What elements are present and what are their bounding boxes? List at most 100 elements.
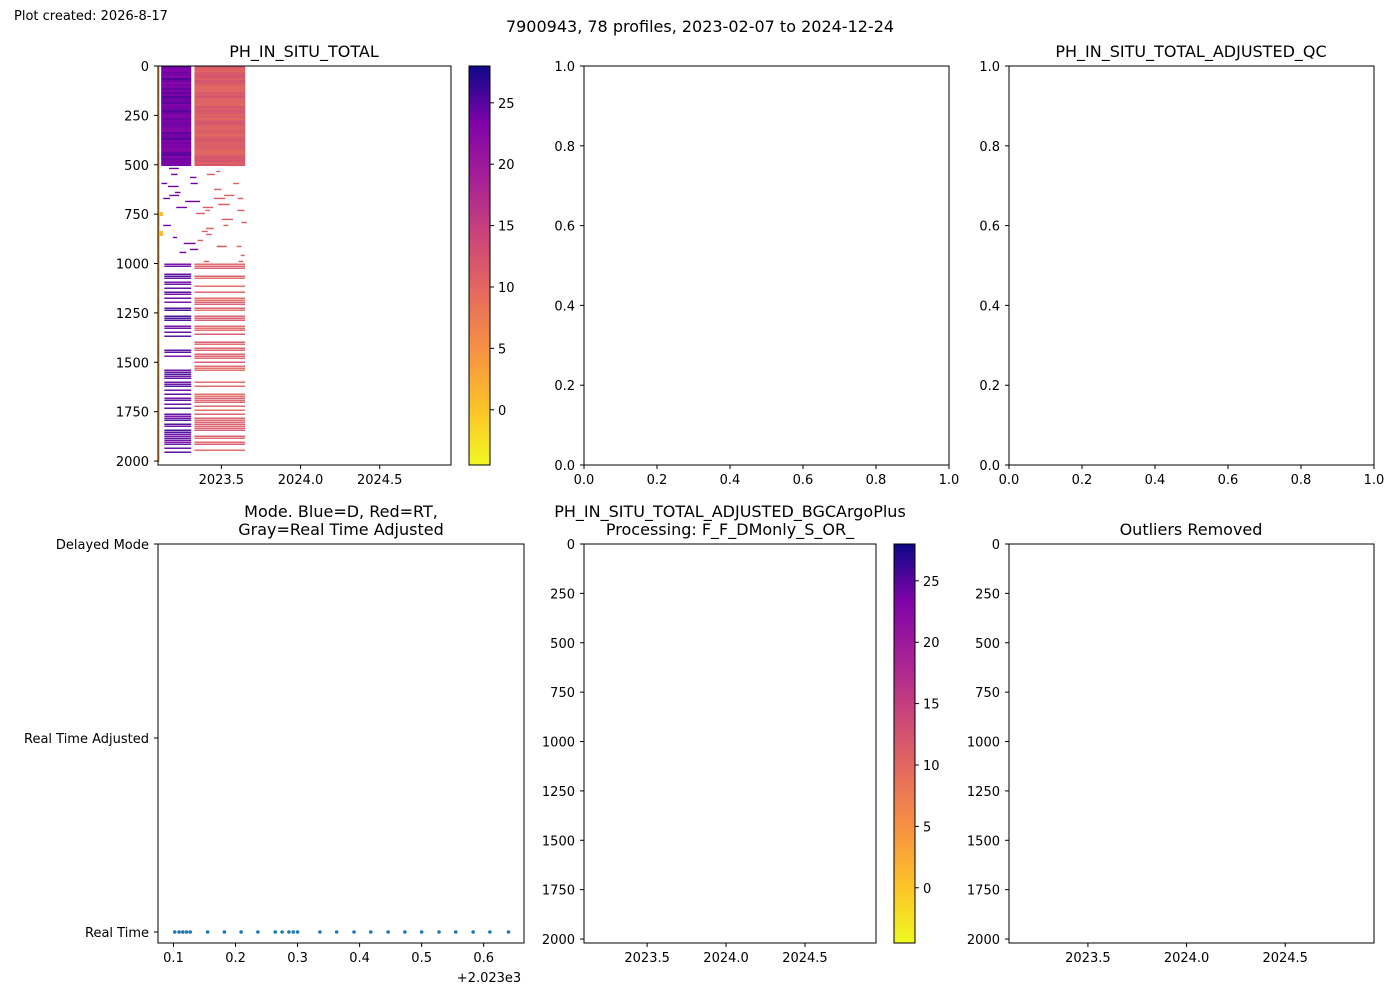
heatmap-cell	[158, 158, 160, 160]
colorbar-tick-label: 0	[498, 404, 506, 419]
x-axis-tick-label: 1.0	[1364, 473, 1385, 488]
y-axis-tick-label: 0.4	[554, 299, 575, 314]
heatmap-cell	[158, 342, 160, 344]
heatmap-cell	[158, 374, 160, 376]
heatmap-cell	[201, 230, 208, 233]
heatmap-cell	[176, 206, 187, 209]
heatmap-cell	[164, 403, 192, 405]
heatmap-cell	[158, 426, 160, 428]
mode-point	[352, 930, 356, 934]
heatmap-cell	[158, 152, 160, 154]
y-axis-tick-label: 250	[124, 109, 149, 124]
colorbar-tick-label: 15	[923, 698, 940, 713]
colorbar-tick-label: 20	[923, 636, 940, 651]
y-axis: 0.0 0.2 0.4 0.6 0.8 1.0	[979, 60, 1009, 474]
heatmap-cell	[194, 381, 246, 383]
heatmap-cell	[164, 291, 192, 293]
heatmap-cell	[164, 397, 192, 399]
heatmap-cell	[158, 124, 160, 126]
heatmap-cell	[158, 406, 160, 408]
heatmap-cell	[194, 142, 246, 144]
axes-frame	[583, 543, 877, 944]
heatmap-cell	[161, 102, 192, 104]
heatmap-cell	[194, 160, 246, 162]
heatmap-cell	[241, 221, 247, 224]
heatmap-cell	[194, 84, 246, 86]
heatmap-cell	[194, 148, 246, 150]
heatmap-cell	[158, 134, 160, 136]
heatmap-cell	[161, 158, 192, 160]
heatmap-cell	[161, 78, 192, 80]
heatmap-cell	[194, 421, 246, 423]
heatmap-cell	[158, 340, 160, 342]
heatmap-cell	[161, 80, 192, 82]
heatmap-cell	[194, 329, 246, 331]
heatmap-cell	[164, 317, 192, 319]
heatmap-cell	[158, 190, 160, 192]
y-axis-tick-label: 1000	[967, 736, 1000, 751]
heatmap-cell	[164, 281, 192, 283]
heatmap-cell	[158, 278, 160, 280]
heatmap-cell	[194, 94, 246, 96]
heatmap-cell	[164, 447, 192, 449]
heatmap-cell	[164, 335, 192, 337]
heatmap-cell	[161, 164, 192, 166]
heatmap-cell	[158, 302, 160, 304]
heatmap-cell	[161, 154, 192, 156]
mode-point	[184, 930, 189, 934]
mode-point	[188, 930, 193, 934]
heatmap-cell	[161, 114, 192, 116]
heatmap-cell	[158, 258, 160, 260]
heatmap-cell	[194, 301, 246, 303]
heatmap-cell	[158, 146, 160, 148]
heatmap-cell	[164, 415, 192, 417]
colorbar-tick-label: 10	[498, 281, 515, 296]
heatmap-cell	[158, 404, 160, 406]
heatmap-cell	[158, 184, 160, 186]
heatmap-cell	[158, 308, 160, 310]
x-axis: 0.1 0.2 0.3 0.4 0.5 0.6	[163, 943, 494, 966]
heatmap-cell	[158, 460, 160, 462]
heatmap-cell	[161, 108, 192, 110]
heatmap-cell	[194, 413, 246, 415]
heatmap-cell	[158, 348, 160, 350]
heatmap-cell	[194, 315, 246, 317]
heatmap-cell	[194, 114, 246, 116]
heatmap-cell	[158, 450, 160, 452]
mode-point	[172, 930, 177, 934]
y-axis-tick-label: 500	[550, 637, 575, 652]
heatmap-cell	[158, 318, 160, 320]
panel-outliers-removed: Outliers Removed 2023.5 2024.0 2024.5 0 250…	[967, 520, 1375, 966]
heatmap-cell	[194, 369, 246, 371]
heatmap-cell	[158, 238, 160, 240]
y-axis-tick-label: 1750	[967, 884, 1000, 899]
heatmap-cell	[164, 393, 192, 395]
axes-frame	[157, 65, 452, 466]
heatmap-cell	[158, 322, 160, 324]
heatmap-cell	[158, 66, 160, 68]
heatmap-cell	[158, 288, 160, 290]
heatmap-cell	[158, 388, 160, 390]
heatmap-cell	[158, 160, 160, 162]
panel-title: PH_IN_SITU_TOTAL_ADJUSTED_QC	[1055, 42, 1326, 62]
heatmap-cell	[158, 148, 160, 150]
heatmap-cell	[161, 140, 192, 142]
panel-title: Outliers Removed	[1120, 520, 1263, 539]
heatmap-cell	[194, 277, 246, 279]
heatmap-cell	[194, 267, 246, 269]
heatmap-cell	[194, 162, 246, 164]
heatmap-cell	[194, 427, 246, 429]
heatmap-cell	[158, 112, 160, 114]
heatmap-cell	[158, 420, 160, 422]
heatmap-cell	[158, 438, 160, 440]
heatmap-cell	[158, 188, 160, 190]
heatmap-cell	[194, 263, 246, 265]
heatmap-cell	[158, 268, 160, 270]
heatmap-cell	[158, 100, 160, 102]
heatmap-cell	[164, 277, 192, 279]
heatmap-cell	[158, 102, 160, 104]
x-axis-tick-label: 0.5	[411, 951, 432, 966]
heatmap-cell	[164, 297, 192, 299]
heatmap-cell	[227, 164, 239, 167]
heatmap-cell	[158, 104, 160, 106]
